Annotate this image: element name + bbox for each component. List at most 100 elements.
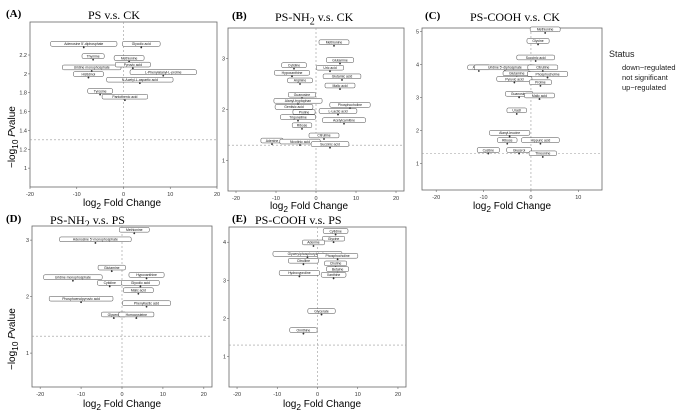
point-label-box	[119, 227, 150, 233]
data-point	[333, 44, 335, 47]
point-label-box	[73, 71, 104, 77]
point-label-box	[50, 41, 118, 47]
data-point	[515, 113, 518, 115]
y-tick-label: 2	[416, 128, 419, 134]
data-point	[299, 83, 301, 85]
point-label: Glycerylphosphorylcholine	[288, 252, 328, 256]
x-tick-label: 10	[353, 196, 359, 202]
point-label-box	[329, 102, 371, 108]
point-label-box	[129, 69, 197, 75]
point-label: Glutamine	[332, 58, 348, 62]
point-label: Arginine	[294, 79, 307, 83]
point-label-box	[526, 38, 550, 44]
data-point	[306, 256, 309, 259]
point-label: Glutamine	[509, 72, 525, 76]
panel-label: (B)	[232, 10, 247, 22]
panel-label: (C)	[425, 10, 441, 22]
point-label-box	[326, 266, 349, 272]
data-point	[145, 277, 148, 280]
point-label-box	[288, 92, 316, 98]
data-point	[139, 285, 142, 288]
point-label: Thymine	[87, 54, 100, 58]
point-label-box	[516, 54, 555, 61]
point-label: Betaine	[332, 267, 344, 271]
point-label: Methionine	[121, 56, 138, 60]
y-tick-label: 5	[416, 29, 419, 35]
data-point	[336, 258, 339, 261]
point-label: Phosphocholine	[338, 103, 362, 107]
chart-title: PS v.s. CK	[88, 8, 140, 22]
y-tick-label: 1	[24, 166, 27, 172]
data-point	[291, 75, 293, 78]
point-label-box	[123, 287, 154, 293]
point-label-box	[506, 147, 532, 153]
point-label: Uridine monophosphate	[55, 275, 91, 279]
point-label-box	[326, 57, 354, 63]
x-tick-label: 0	[316, 392, 319, 398]
point-label-box	[106, 77, 174, 83]
point-label-box	[310, 141, 350, 147]
y-tick-label: 1.4	[19, 128, 27, 134]
point-label-box	[101, 94, 148, 100]
point-label-box	[529, 26, 561, 32]
point-label: Phosphocholine	[535, 72, 559, 76]
y-tick-label: 1	[416, 162, 419, 168]
point-label: Pantothenic acid	[112, 95, 137, 99]
x-tick-label: 10	[160, 392, 166, 398]
point-label: Methionine	[537, 28, 554, 32]
x-tick-label: -20	[233, 392, 241, 398]
data-point	[332, 241, 335, 244]
x-tick-label: -20	[232, 196, 240, 202]
point-label: Cytidine	[104, 281, 116, 285]
data-point	[99, 93, 102, 96]
x-axis-label: log2 Fold Change	[83, 399, 162, 412]
point-label-box	[278, 270, 320, 276]
data-point	[131, 67, 134, 70]
point-label-box	[81, 53, 105, 59]
point-label-box	[324, 260, 347, 267]
x-tick-label: 10	[355, 392, 361, 398]
data-point	[329, 70, 331, 73]
y-tick-label: 3	[26, 238, 29, 244]
y-tick-label: 1	[26, 351, 29, 357]
point-label: Ribose	[502, 138, 513, 142]
x-tick-label: -10	[273, 392, 281, 398]
x-axis-label: log2 Fold Change	[83, 198, 162, 211]
point-label-box	[291, 122, 313, 128]
y-tick-label: 3	[222, 57, 225, 63]
x-tick-label: -20	[432, 195, 440, 201]
point-label: Glycolic acid	[132, 42, 151, 46]
point-label: Alanyl-tryptophan	[285, 99, 312, 103]
data-point	[162, 74, 165, 77]
point-label: Malic acid	[332, 84, 347, 88]
data-point	[80, 301, 82, 304]
point-label-box	[324, 82, 356, 89]
point-label-box	[527, 71, 568, 77]
data-point	[508, 135, 511, 138]
point-label: Glycerate	[314, 309, 329, 313]
point-label-box	[87, 88, 113, 94]
point-label-box	[288, 258, 319, 264]
y-tick-label: 1.6	[19, 110, 27, 116]
point-label: Gentisic acid	[284, 105, 304, 109]
point-label: Phosphocholine	[326, 254, 350, 258]
point-label: Threonine	[535, 152, 550, 156]
point-label-box	[318, 39, 350, 45]
data-point	[298, 275, 301, 278]
panel-label: (E)	[232, 213, 247, 225]
point-label: Pyruvic acid	[124, 63, 142, 67]
x-axis-label: log2 Fold Change	[473, 201, 552, 214]
point-label-box	[322, 228, 349, 234]
point-label: Alanyl-leucine	[499, 131, 520, 135]
point-label: Malic acid	[131, 288, 146, 292]
point-label-box	[115, 61, 151, 68]
point-label: Adenosine 5'-monophosphate	[73, 238, 118, 242]
point-label: L-Lactic acid	[328, 109, 347, 113]
x-axis-label: log2 Fold Change	[283, 399, 362, 412]
point-label: Tyrosine	[94, 89, 107, 93]
x-tick-label: -10	[480, 195, 488, 201]
data-point	[108, 285, 111, 288]
y-tick-label: 1	[222, 158, 225, 164]
